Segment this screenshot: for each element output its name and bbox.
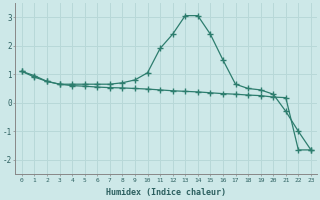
X-axis label: Humidex (Indice chaleur): Humidex (Indice chaleur) [106, 188, 226, 197]
